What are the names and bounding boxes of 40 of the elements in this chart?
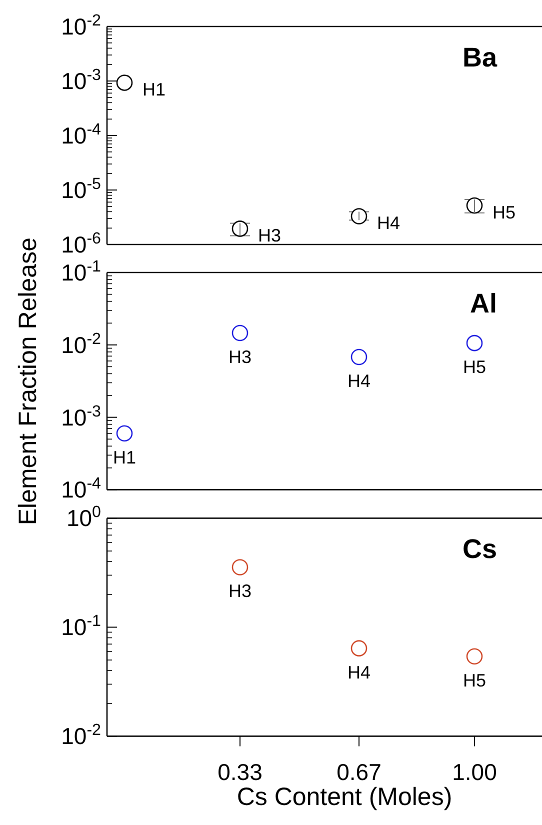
annotation: H1 — [142, 80, 166, 100]
y-tick-label: 10$^{-5}$ — [61, 175, 102, 203]
annotation: H1 — [112, 447, 136, 468]
text: Al — [470, 288, 497, 318]
x-tick-label: 0.67 — [336, 759, 382, 786]
y-tick-label: 10$^{-2}$ — [61, 330, 102, 358]
point — [350, 208, 368, 224]
y-tick-label: 10$^{-6}$ — [61, 230, 102, 258]
y-tick-label: 10$^{-4}$ — [61, 474, 102, 503]
point — [116, 425, 133, 442]
text: Ba — [462, 42, 498, 72]
y-tick-label: 10$^{-1}$ — [61, 612, 102, 640]
annotation: H5 — [492, 202, 516, 222]
point — [350, 348, 368, 366]
annotation: H5 — [462, 670, 486, 690]
y-tick-label: 10$^{-2}$ — [61, 12, 102, 40]
text: Cs — [462, 534, 497, 564]
y-tick-label: 10$^{-1}$ — [61, 258, 102, 286]
y-tick-label: 10$^{-3}$ — [61, 66, 102, 94]
y-tick-label: 10$^{-4}$ — [61, 120, 102, 148]
x-tick-label: 0.33 — [218, 759, 262, 786]
x-tick-label: 1.00 — [452, 759, 497, 786]
annotation: H3 — [228, 581, 252, 602]
y-tick-label: 10$^{0}$ — [66, 503, 102, 532]
y-tick-label: 10$^{-3}$ — [61, 402, 102, 430]
y-axis-title: Element Fraction Release — [14, 238, 42, 526]
annotation: H3 — [228, 347, 252, 367]
annotation: H4 — [347, 662, 371, 682]
point — [466, 334, 483, 352]
point — [232, 324, 248, 342]
point — [350, 640, 368, 656]
point — [232, 559, 248, 576]
annotation: H4 — [377, 213, 400, 234]
y-tick-label: 10$^{-2}$ — [61, 721, 102, 750]
annotation: H3 — [258, 226, 282, 246]
x-axis-title: Cs Content (Moles) — [236, 783, 452, 811]
point — [466, 648, 483, 665]
annotation: H4 — [347, 371, 371, 392]
annotation: H5 — [462, 357, 486, 378]
point — [116, 74, 133, 91]
